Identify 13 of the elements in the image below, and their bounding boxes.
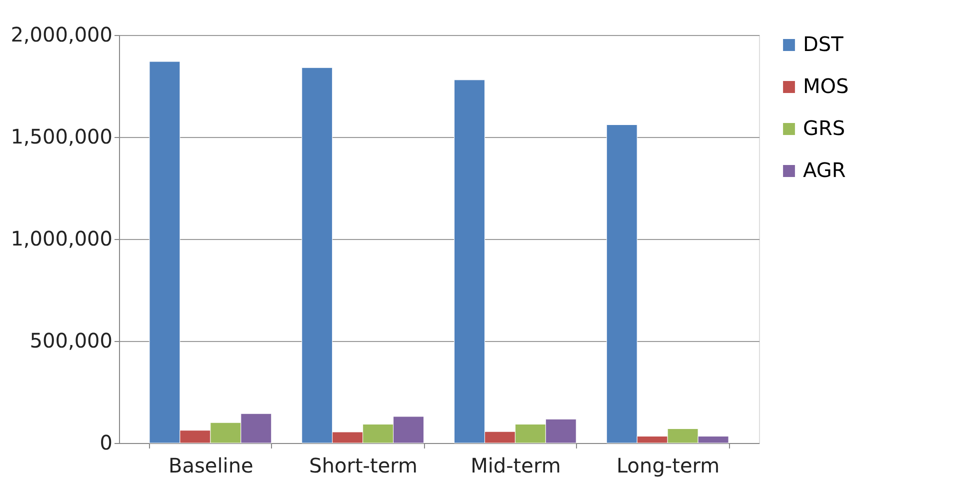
legend-label: GRS — [803, 116, 846, 140]
y-tick-label: 1,000,000 — [10, 226, 112, 250]
x-tick-label: Long-term — [616, 454, 720, 478]
y-tick-label: 0 — [100, 430, 112, 454]
legend-label: DST — [803, 32, 844, 56]
y-tick-label: 2,000,000 — [10, 22, 112, 46]
x-tick-label: Short-term — [309, 454, 418, 478]
y-tick-label: 500,000 — [30, 328, 112, 352]
x-tick-label: Baseline — [168, 454, 254, 478]
x-tick-label: Mid-term — [470, 454, 561, 478]
legend-label: MOS — [803, 74, 849, 98]
y-tick-label: 1,500,000 — [10, 124, 112, 148]
legend-label: AGR — [803, 158, 846, 182]
